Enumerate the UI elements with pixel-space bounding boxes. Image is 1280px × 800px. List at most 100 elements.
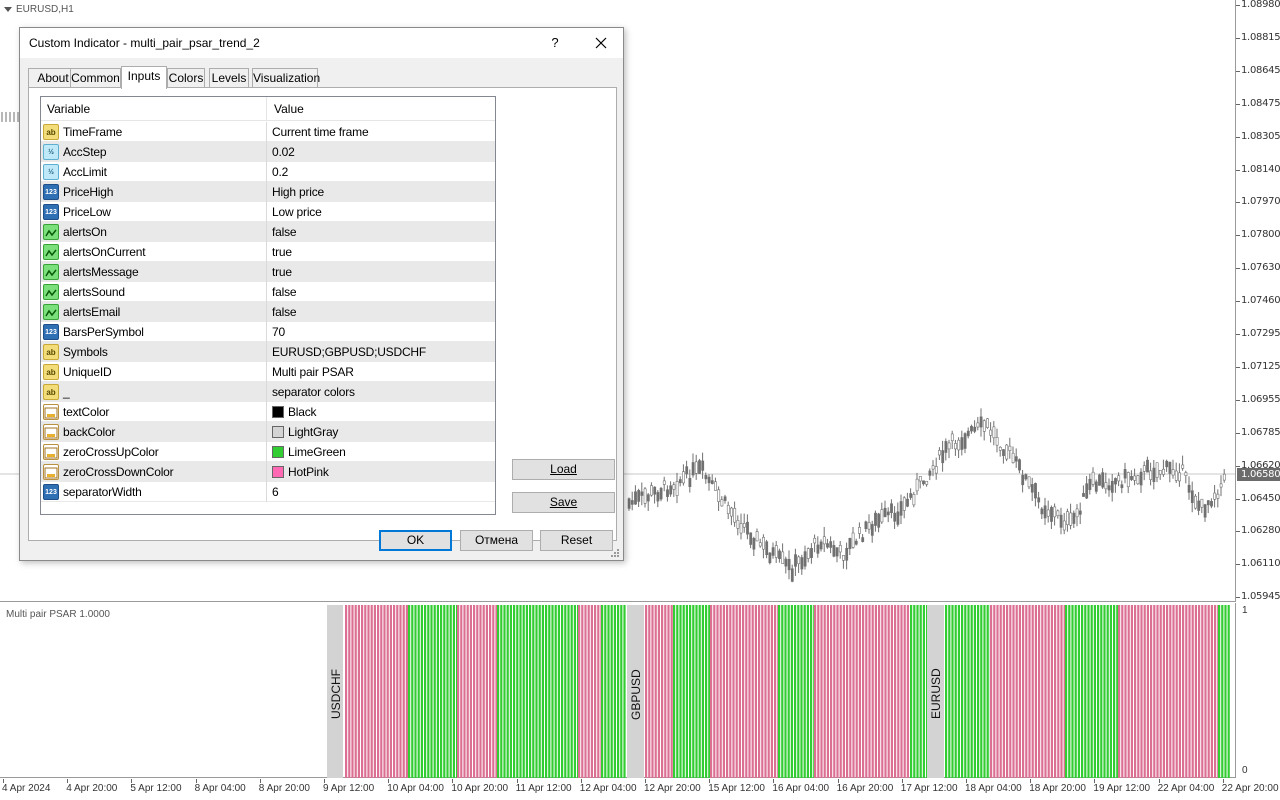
param-value[interactable]: false	[269, 222, 297, 242]
param-value[interactable]: EURUSD;GBPUSD;USDCHF	[269, 342, 426, 362]
trend-down-bar	[377, 605, 380, 778]
column-header-variable[interactable]: Variable	[47, 102, 91, 116]
param-row-alertsOn[interactable]: alertsOn false	[41, 222, 495, 242]
cell-divider	[266, 482, 267, 502]
candle-body	[794, 554, 797, 567]
param-row-alertsSound[interactable]: alertsSound false	[41, 282, 495, 302]
trend-down-bar	[476, 605, 479, 778]
param-value[interactable]: false	[269, 282, 297, 302]
param-value-text: false	[272, 225, 297, 239]
param-value[interactable]: Multi pair PSAR	[269, 362, 354, 382]
param-value[interactable]: Low price	[269, 202, 322, 222]
trend-up-bar	[1227, 605, 1230, 778]
resize-grip-icon[interactable]	[610, 548, 620, 558]
param-row-textColor[interactable]: textColor Black	[41, 402, 495, 422]
trend-down-bar	[1140, 605, 1143, 778]
param-value[interactable]: separator colors	[269, 382, 355, 402]
param-value[interactable]: 6	[269, 482, 279, 502]
trend-up-bar	[567, 605, 570, 778]
param-name: backColor	[63, 425, 116, 439]
param-value[interactable]: Black	[269, 402, 317, 422]
candle-body	[947, 442, 951, 450]
time-tick	[3, 779, 4, 783]
param-value[interactable]: LightGray	[269, 422, 338, 442]
tab-visualization[interactable]: Visualization	[252, 68, 320, 88]
column-header-value[interactable]: Value	[274, 102, 304, 116]
help-button[interactable]: ?	[551, 35, 559, 50]
param-row-UniqueID[interactable]: ab UniqueID Multi pair PSAR	[41, 362, 495, 382]
tab-colors[interactable]: Colors	[167, 68, 205, 88]
param-row-alertsEmail[interactable]: alertsEmail false	[41, 302, 495, 322]
bool-type-icon	[43, 244, 59, 260]
param-value[interactable]: HotPink	[269, 462, 329, 482]
trend-up-bar	[1116, 605, 1119, 778]
price-tick	[1236, 268, 1240, 270]
param-row-BarsPerSymbol[interactable]: 123 BarsPerSymbol 70	[41, 322, 495, 342]
param-row-AccLimit[interactable]: ½ AccLimit 0.2	[41, 162, 495, 182]
cell-divider	[266, 362, 267, 382]
trend-up-bar	[913, 605, 916, 778]
param-row-zeroCrossDownColor[interactable]: zeroCrossDownColor HotPink	[41, 462, 495, 482]
candle-body	[758, 542, 762, 547]
param-row-AccStep[interactable]: ½ AccStep 0.02	[41, 142, 495, 162]
inputs-grid[interactable]: Variable Value ab TimeFrame Current time f…	[40, 96, 496, 515]
column-divider[interactable]	[266, 97, 267, 121]
price-axis[interactable]: 1.08980 1.08815 1.08645 1.08475 1.08305 1.081…	[1235, 0, 1280, 602]
tab-common[interactable]: Common	[70, 68, 121, 88]
tab-about[interactable]: About	[28, 68, 78, 88]
chevron-down-icon[interactable]	[4, 6, 12, 12]
candle-body	[851, 532, 855, 548]
param-value-text: HotPink	[288, 465, 329, 479]
candle-body	[1181, 464, 1185, 469]
trend-up-bar	[601, 605, 604, 778]
param-value[interactable]: LimeGreen	[269, 442, 346, 462]
param-row-TimeFrame[interactable]: ab TimeFrame Current time frame	[41, 122, 495, 142]
tab-inputs[interactable]: Inputs	[121, 66, 167, 89]
indicator-subwindow[interactable]: Multi pair PSAR 1.0000 USDCHF GBPUSD EURUS…	[0, 603, 1235, 778]
tab-levels[interactable]: Levels	[209, 68, 249, 88]
param-row-PriceLow[interactable]: 123 PriceLow Low price	[41, 202, 495, 222]
trend-down-bar	[587, 605, 590, 778]
price-chart[interactable]: EURUSD,H1	[0, 0, 1235, 602]
param-row-alertsMessage[interactable]: alertsMessage true	[41, 262, 495, 282]
candle-body	[931, 465, 935, 470]
candle-body	[944, 441, 948, 453]
trend-down-bar	[722, 605, 725, 778]
param-value[interactable]: false	[269, 302, 297, 322]
dialog-titlebar[interactable]: Custom Indicator - multi_pair_psar_trend…	[20, 28, 623, 58]
param-row-zeroCrossUpColor[interactable]: zeroCrossUpColor LimeGreen	[41, 442, 495, 462]
param-value[interactable]: 0.2	[269, 162, 288, 182]
param-row-alertsOnCurrent[interactable]: alertsOnCurrent true	[41, 242, 495, 262]
param-value[interactable]: High price	[269, 182, 324, 202]
param-row-separatorWidth[interactable]: 123 separatorWidth 6	[41, 482, 495, 502]
trend-down-bar	[1204, 605, 1207, 778]
param-row-PriceHigh[interactable]: 123 PriceHigh High price	[41, 182, 495, 202]
cancel-button[interactable]: Отмена	[460, 530, 533, 551]
param-row-Symbols[interactable]: ab Symbols EURUSD;GBPUSD;USDCHF	[41, 342, 495, 362]
trend-up-bar	[1068, 605, 1071, 778]
param-value[interactable]: true	[269, 262, 292, 282]
trend-up-bar	[986, 605, 989, 778]
param-value[interactable]: Current time frame	[269, 122, 369, 142]
candle-body	[653, 486, 657, 495]
candle-body	[1037, 497, 1041, 503]
param-row-backColor[interactable]: backColor LightGray	[41, 422, 495, 442]
candle-body	[838, 545, 842, 553]
load-button[interactable]: Load	[512, 459, 615, 480]
save-button[interactable]: Save	[512, 492, 615, 513]
trend-up-bar	[794, 605, 797, 778]
param-value[interactable]: 0.02	[269, 142, 295, 162]
trend-down-bar	[1134, 605, 1137, 778]
trend-up-bar	[701, 605, 704, 778]
candle-body	[810, 548, 813, 558]
reset-button[interactable]: Reset	[540, 530, 613, 551]
close-button[interactable]	[586, 32, 616, 54]
param-value[interactable]: true	[269, 242, 292, 262]
symbol-label: EURUSD,H1	[16, 4, 74, 15]
ok-button[interactable]: OK	[379, 530, 452, 551]
param-value[interactable]: 70	[269, 322, 285, 342]
candle-body	[1187, 484, 1191, 493]
param-row-[interactable]: ab _ separator colors	[41, 382, 495, 402]
cell-divider	[266, 262, 267, 282]
